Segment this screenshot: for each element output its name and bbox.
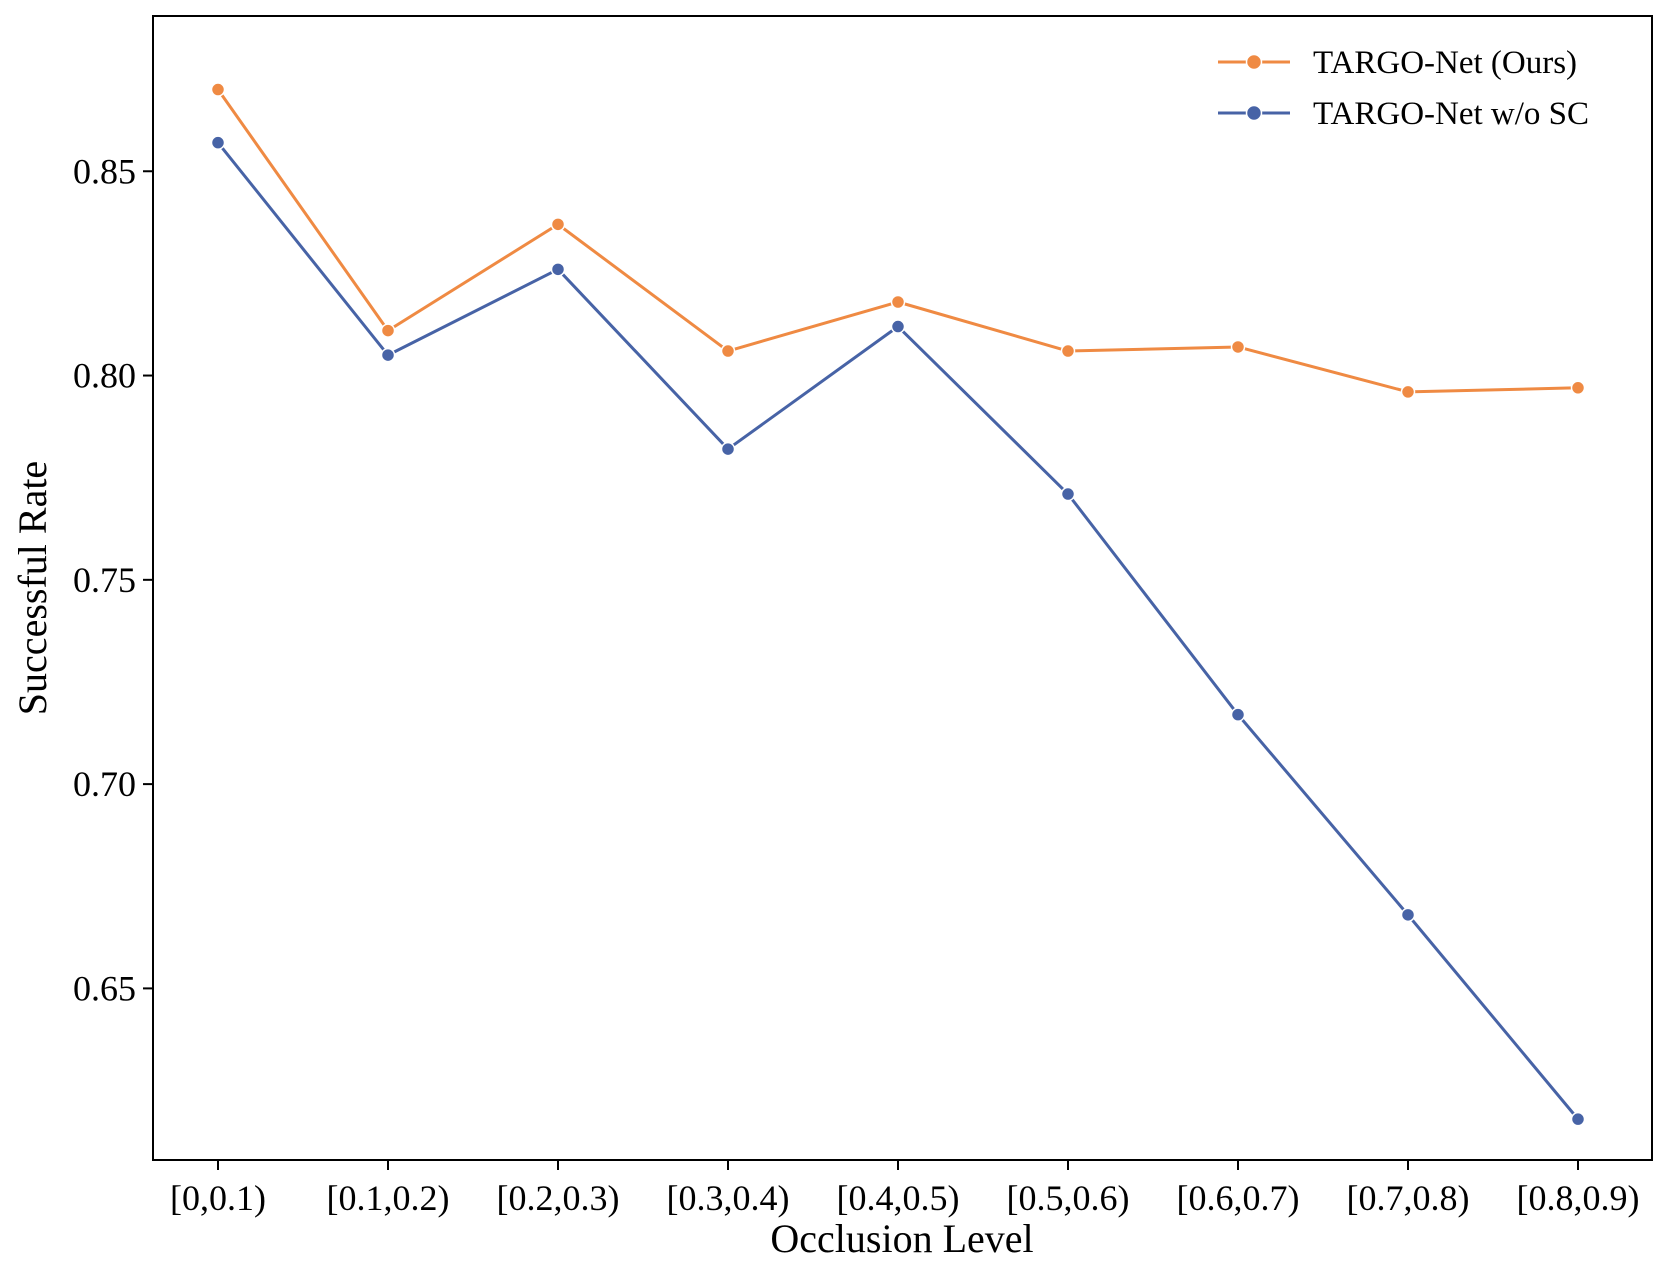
data-point bbox=[1400, 907, 1416, 923]
series-layer bbox=[210, 82, 1586, 1127]
data-point bbox=[210, 135, 226, 150]
x-tick-label: [0.4,0.5) bbox=[837, 1178, 960, 1218]
data-point bbox=[1570, 1111, 1586, 1127]
x-tick-label: [0.6,0.7) bbox=[1177, 1178, 1300, 1218]
x-tick-label: [0.5,0.6) bbox=[1007, 1178, 1130, 1218]
legend-label: TARGO-Net w/o SC bbox=[1313, 96, 1589, 132]
data-point bbox=[1060, 343, 1076, 359]
y-tick-label: 0.70 bbox=[73, 764, 136, 804]
data-point bbox=[550, 262, 566, 277]
y-tick-label: 0.85 bbox=[73, 151, 136, 191]
data-point bbox=[720, 441, 736, 457]
legend-marker bbox=[1245, 104, 1263, 122]
x-axis-ticks: [0,0.1) [0.1,0.2) [0.2,0.3) [0.3,0.4) [0.4,0… bbox=[170, 1160, 1639, 1218]
series-line bbox=[216, 88, 1579, 394]
y-tick-label: 0.65 bbox=[73, 968, 136, 1008]
data-point bbox=[380, 323, 396, 338]
x-tick-label: [0.1,0.2) bbox=[327, 1178, 450, 1218]
data-point bbox=[1570, 380, 1586, 396]
data-point bbox=[380, 347, 396, 363]
legend-item: TARGO-Net w/o SC bbox=[1218, 96, 1589, 132]
series-group bbox=[210, 135, 1586, 1127]
x-tick-label: [0.2,0.3) bbox=[497, 1178, 620, 1218]
data-point bbox=[890, 319, 906, 334]
data-point bbox=[1230, 339, 1246, 355]
x-tick-label: [0,0.1) bbox=[170, 1178, 266, 1218]
y-tick-label: 0.80 bbox=[73, 356, 136, 396]
legend-label: TARGO-Net (Ours) bbox=[1313, 45, 1577, 81]
series-group bbox=[210, 82, 1586, 400]
data-point bbox=[210, 82, 226, 97]
plot-area-frame bbox=[152, 15, 1653, 1161]
legend: TARGO-Net (Ours) TARGO-Net w/o SC bbox=[1218, 45, 1589, 132]
legend-item: TARGO-Net (Ours) bbox=[1218, 45, 1577, 81]
x-tick-label: [0.7,0.8) bbox=[1347, 1178, 1470, 1218]
series-line bbox=[216, 141, 1580, 1121]
y-tick-label: 0.75 bbox=[73, 560, 136, 600]
y-axis-label: Successful Rate bbox=[10, 461, 55, 715]
legend-marker bbox=[1245, 53, 1263, 71]
data-point bbox=[1230, 707, 1246, 722]
x-tick-label: [0.3,0.4) bbox=[667, 1178, 790, 1218]
data-point bbox=[1400, 384, 1416, 400]
x-tick-label: [0.8,0.9) bbox=[1517, 1178, 1640, 1218]
data-point bbox=[890, 294, 906, 310]
data-point bbox=[720, 343, 736, 359]
data-point bbox=[550, 217, 566, 232]
x-axis-label: Occlusion Level bbox=[770, 1216, 1033, 1261]
data-point bbox=[1060, 486, 1076, 502]
y-axis-ticks: 0.65 0.70 0.75 0.80 0.85 bbox=[73, 151, 153, 1008]
